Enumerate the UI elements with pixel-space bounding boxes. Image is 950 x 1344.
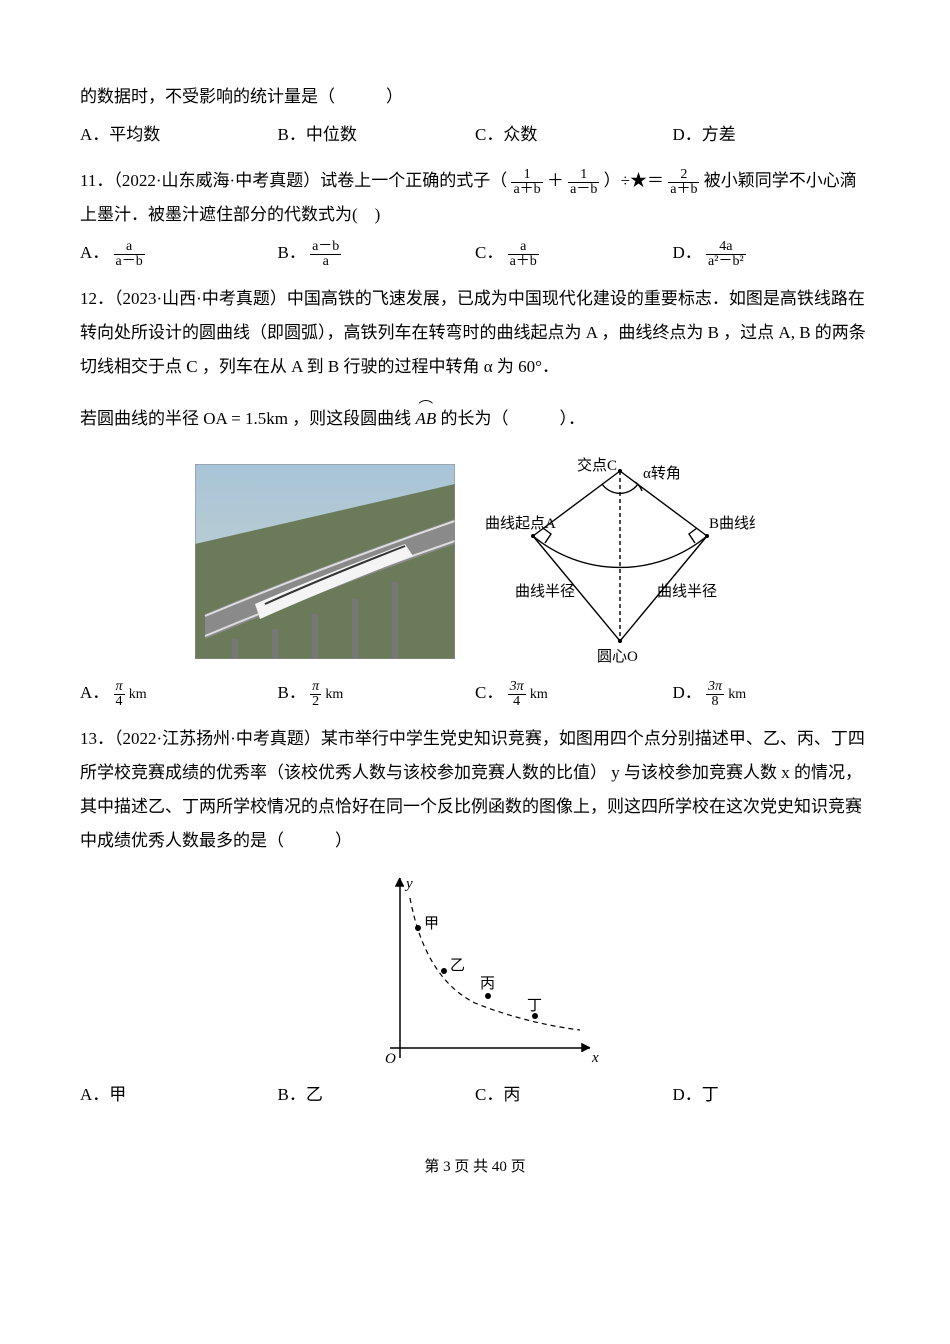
svg-text:x: x: [591, 1050, 599, 1066]
svg-text:曲线起点A: 曲线起点A: [485, 515, 556, 532]
frac2: 1 a－b: [568, 168, 599, 197]
q12-options: A． π 4 km B． π 2 km C． 3π 4 km D．: [80, 676, 870, 710]
arc-symbol: ⌒: [415, 394, 436, 423]
svg-text:O: O: [385, 1051, 396, 1067]
opt-d: D． 4a a²－b²: [673, 236, 871, 270]
svg-text:曲线半径: 曲线半径: [657, 583, 717, 600]
svg-text:圆心O: 圆心O: [597, 648, 638, 665]
opt-a: A．甲: [80, 1078, 278, 1112]
svg-text:曲线半径: 曲线半径: [515, 583, 575, 600]
q10-stem: 的数据时，不受影响的统计量是（ ）: [80, 80, 870, 114]
q11-options: A． a a－b B． a－b a C． a a＋b D． 4a a²－b²: [80, 236, 870, 270]
svg-text:丁: 丁: [527, 998, 542, 1014]
arc-diagram: 交点C α转角 曲线起点A B曲线终点 曲线半径 曲线半径 圆心O: [485, 456, 755, 666]
train-photo: [195, 464, 455, 659]
opt-c: C．丙: [475, 1078, 673, 1112]
opt-d: D．方差: [673, 118, 871, 152]
opt-b: B．中位数: [278, 118, 476, 152]
svg-text:α转角: α转角: [643, 465, 681, 482]
q13-p: 13．（2022·江苏扬州·中考真题）某市举行中学生党史知识竞赛，如图用四个点分…: [80, 722, 870, 858]
svg-text:丙: 丙: [480, 976, 495, 992]
svg-text:y: y: [404, 876, 413, 892]
svg-text:甲: 甲: [424, 916, 439, 932]
opt-d: D． 3π 8 km: [673, 676, 871, 710]
svg-text:B曲线终点: B曲线终点: [709, 515, 755, 532]
svg-text:交点C: 交点C: [577, 456, 617, 474]
opt-a: A． π 4 km: [80, 676, 278, 710]
q10-options: A．平均数 B．中位数 C．众数 D．方差: [80, 118, 870, 152]
opt-b: B． π 2 km: [278, 676, 476, 710]
q13-chart-wrapper: y x O 甲 乙 丙 丁: [80, 868, 870, 1068]
opt-d: D．丁: [673, 1078, 871, 1112]
q11-prefix: 11．（2022·山东威海·中考真题）试卷上一个正确的式子（: [80, 171, 507, 190]
q13-chart: y x O 甲 乙 丙 丁: [340, 868, 610, 1068]
page-footer: 第 3 页 共 40 页: [80, 1152, 870, 1182]
q12-figure-row: 交点C α转角 曲线起点A B曲线终点 曲线半径 曲线半径 圆心O: [80, 456, 870, 666]
opt-a: A． a a－b: [80, 236, 278, 270]
opt-c: C． a a＋b: [475, 236, 673, 270]
frac3: 2 a＋b: [668, 168, 699, 197]
opt-b: B． a－b a: [278, 236, 476, 270]
q13-options: A．甲 B．乙 C．丙 D．丁: [80, 1078, 870, 1112]
q11: 11．（2022·山东威海·中考真题）试卷上一个正确的式子（ 1 a＋b ＋ 1…: [80, 164, 870, 232]
q12-p1: 12．（2023·山西·中考真题）中国高铁的飞速发展，已成为中国现代化建设的重要…: [80, 282, 870, 384]
q11-mid: ）÷★＝: [604, 171, 664, 190]
opt-a: A．平均数: [80, 118, 278, 152]
opt-c: C．众数: [475, 118, 673, 152]
svg-text:乙: 乙: [450, 958, 465, 974]
frac1: 1 a＋b: [511, 168, 542, 197]
opt-c: C． 3π 4 km: [475, 676, 673, 710]
opt-b: B．乙: [278, 1078, 476, 1112]
arc-ab: ⌒ AB: [415, 402, 436, 436]
q12-p2: 若圆曲线的半径 OA = 1.5km ，则这段圆曲线 ⌒ AB 的长为（ ）．: [80, 402, 870, 436]
plus-sign: ＋: [547, 171, 564, 190]
